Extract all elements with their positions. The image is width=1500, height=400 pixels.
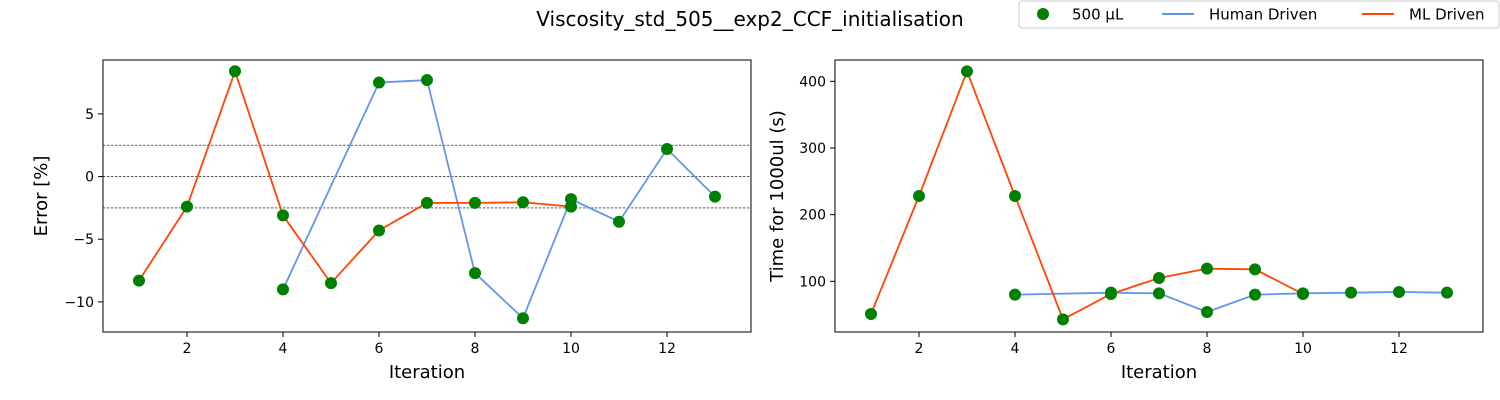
series-line-human-driven — [282, 79, 716, 320]
data-point — [865, 308, 877, 320]
data-point — [421, 74, 433, 87]
data-point — [1105, 288, 1117, 300]
data-point — [517, 196, 529, 209]
x-axis-label: Iteration — [1121, 362, 1197, 383]
x-tick-label: 4 — [1011, 341, 1020, 357]
axes-frame — [834, 59, 1484, 333]
x-tick-label: 10 — [1294, 341, 1312, 357]
x-tick-label: 6 — [1107, 341, 1116, 357]
x-tick-label: 6 — [375, 341, 384, 357]
y-tick-label: 100 — [799, 274, 826, 290]
legend-label-500ul: 500 µL — [1072, 6, 1124, 24]
data-point — [181, 200, 193, 213]
error-panel: 2 4 6 8 10 12 −10 −5 0 5 Iteration Error [%] — [31, 59, 752, 383]
data-point — [1249, 288, 1261, 301]
y-tick-label: 400 — [799, 74, 826, 90]
data-point — [1201, 306, 1213, 318]
legend-label-human-driven: Human Driven — [1209, 6, 1317, 24]
data-point — [1345, 286, 1357, 299]
y-tick-label: 200 — [799, 208, 826, 224]
data-point — [469, 196, 481, 209]
data-point — [421, 196, 433, 209]
legend-frame — [1018, 0, 1500, 29]
y-tick-label: 300 — [799, 141, 826, 157]
legend-label-ml-driven: ML Driven — [1409, 6, 1485, 24]
data-point — [961, 65, 973, 78]
data-point — [913, 190, 925, 202]
data-point — [709, 190, 721, 203]
data-point — [565, 200, 577, 213]
x-axis-label: Iteration — [389, 362, 465, 383]
x-tick-label: 8 — [471, 341, 480, 357]
data-point — [1297, 288, 1309, 300]
data-point — [613, 215, 625, 228]
data-point — [1057, 313, 1069, 326]
data-point — [325, 277, 337, 290]
y-tick-label: −10 — [64, 295, 94, 311]
y-axis-label: Error [%] — [31, 156, 52, 237]
series-line-ml-driven — [138, 68, 572, 285]
y-axis-label: Time for 1000ul (s) — [767, 110, 788, 283]
data-point — [373, 76, 385, 89]
data-point — [1441, 286, 1453, 299]
data-point — [133, 274, 145, 287]
x-tick-label: 2 — [183, 341, 192, 357]
y-tick-label: −5 — [73, 232, 94, 248]
data-point — [373, 224, 385, 237]
data-point — [1153, 287, 1165, 300]
y-tick-label: 0 — [85, 170, 94, 186]
data-point — [1249, 263, 1261, 276]
data-point — [277, 209, 289, 222]
x-tick-label: 10 — [562, 341, 580, 357]
data-point — [517, 312, 529, 325]
x-tick-label: 2 — [915, 341, 924, 357]
x-tick-label: 4 — [279, 341, 288, 357]
x-tick-label: 8 — [1203, 341, 1212, 357]
time-panel: 2 4 6 8 10 12 100 200 300 400 Iteration Time for 10… — [767, 59, 1484, 383]
data-point — [1201, 262, 1213, 275]
data-point — [1009, 288, 1021, 301]
x-tick-label: 12 — [658, 341, 676, 357]
data-point — [1393, 286, 1405, 298]
data-point — [661, 142, 673, 155]
legend: 500 µL Human Driven ML Driven — [1018, 0, 1500, 29]
series-line-human-driven — [1014, 291, 1448, 313]
data-point — [229, 65, 241, 78]
legend-marker-500ul — [1037, 8, 1049, 20]
data-point — [1153, 272, 1165, 284]
y-tick-label: 5 — [85, 107, 94, 123]
data-point — [1009, 190, 1021, 202]
series-line-ml-driven — [870, 68, 1304, 321]
data-point — [469, 267, 481, 280]
figure-title: Viscosity_std_505__exp2_CCF_initialisati… — [536, 7, 963, 31]
x-tick-label: 12 — [1390, 341, 1408, 357]
data-point — [277, 283, 289, 296]
axes-frame — [102, 59, 752, 333]
